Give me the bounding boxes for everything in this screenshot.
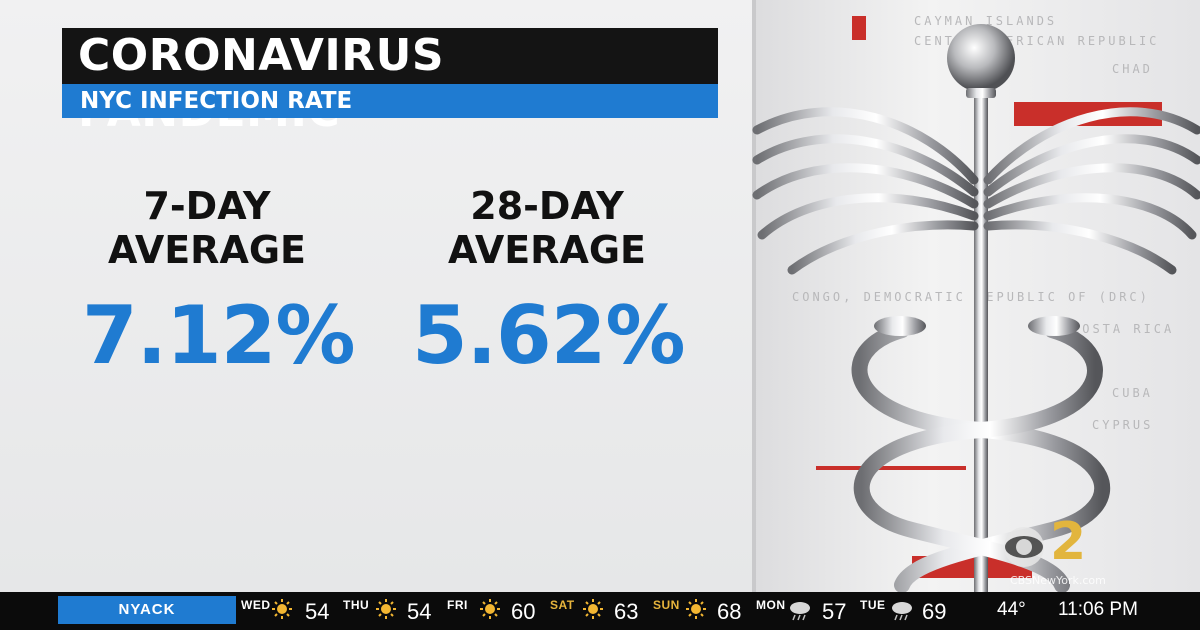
forecast-temp: 69	[922, 599, 947, 624]
rain-cloud-icon	[790, 602, 810, 621]
headline-title: CORONAVIRUS PANDEMIC	[62, 28, 718, 137]
forecast-temp: 60	[511, 599, 536, 624]
background-country-text: CONGO, DEMOCRATIC REPUBLIC OF (DRC)	[792, 290, 1150, 304]
sun-icon	[480, 599, 500, 619]
current-temperature: 44°	[997, 599, 1026, 620]
caduceus-graphic: CAYMAN ISLANDS CENTRAL AFRICAN REPUBLIC …	[752, 0, 1200, 592]
forecast-temp: 54	[305, 599, 330, 624]
forecast-temp: 68	[717, 599, 742, 624]
forecast-temp: 57	[822, 599, 847, 624]
forecast-day-name: WED	[241, 598, 271, 612]
panel-divider	[752, 0, 756, 592]
sun-icon	[583, 599, 603, 619]
red-bar-mark	[852, 16, 866, 40]
sun-icon	[686, 599, 706, 619]
stat-7-day: 7-DAY AVERAGE 7.12%	[82, 184, 356, 384]
stat-label-line2: AVERAGE	[107, 228, 306, 272]
forecast-day-name: THU	[343, 598, 370, 612]
forecast-day-name: SUN	[653, 598, 680, 612]
background-country-text: CAYMAN ISLANDS	[914, 14, 1058, 28]
background-country-text: CHAD	[1112, 62, 1153, 76]
stat-label: 28-DAY AVERAGE	[412, 184, 682, 272]
stat-28-day: 28-DAY AVERAGE 5.62%	[412, 184, 686, 384]
forecast-temp: 63	[614, 599, 639, 624]
sun-icon	[272, 599, 292, 619]
graphic-panel: CORONAVIRUS PANDEMIC NYC INFECTION RATE …	[0, 0, 752, 592]
forecast-day-name: MON	[756, 598, 786, 612]
headline-subtitle: NYC INFECTION RATE	[62, 84, 718, 118]
stat-label-line1: 7-DAY	[143, 184, 271, 228]
channel-url: CBSNewYork.com	[1010, 574, 1106, 587]
ticker-location: NYACK	[58, 596, 236, 624]
sun-icon	[376, 599, 396, 619]
background-country-text: COSTA RICA	[1072, 322, 1175, 336]
caduceus-icon	[752, 24, 1200, 592]
rain-cloud-icon	[892, 602, 912, 621]
current-time: 11:06 PM	[1058, 599, 1138, 620]
stat-label: 7-DAY AVERAGE	[82, 184, 332, 272]
forecast-day-name: SAT	[550, 598, 575, 612]
weather-ticker: NYACK WED 54 THU 54 FRI 60 SAT 63 SUN 68…	[0, 592, 1200, 630]
stat-value: 7.12%	[82, 289, 356, 382]
background-country-text: CYPRUS	[1092, 418, 1154, 432]
forecast-temp: 54	[407, 599, 432, 624]
cbs2-logo	[1004, 527, 1044, 567]
red-bar-mark	[816, 466, 966, 470]
forecast-day-name: FRI	[447, 598, 468, 612]
stat-value: 5.62%	[412, 289, 686, 382]
stat-label-line1: 28-DAY	[470, 184, 624, 228]
forecast-day-name: TUE	[860, 598, 886, 612]
channel-number: 2	[1050, 512, 1087, 572]
stat-label-line2: AVERAGE	[447, 228, 646, 272]
background-country-text: CUBA	[1112, 386, 1153, 400]
